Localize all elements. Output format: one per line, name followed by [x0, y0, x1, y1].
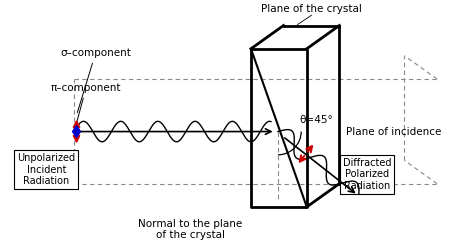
- Text: Plane of the crystal: Plane of the crystal: [261, 4, 362, 14]
- Polygon shape: [73, 126, 80, 137]
- Text: Unpolarized
Incident
Radiation: Unpolarized Incident Radiation: [17, 153, 75, 186]
- Text: π–component: π–component: [51, 83, 121, 129]
- Text: Normal to the plane
of the crystal: Normal to the plane of the crystal: [138, 219, 243, 240]
- Text: Plane of incidence: Plane of incidence: [346, 127, 442, 138]
- Text: σ–component: σ–component: [60, 48, 131, 113]
- Text: θ=45°: θ=45°: [300, 115, 334, 125]
- Text: Diffracted
Polarized
Radiation: Diffracted Polarized Radiation: [343, 158, 392, 191]
